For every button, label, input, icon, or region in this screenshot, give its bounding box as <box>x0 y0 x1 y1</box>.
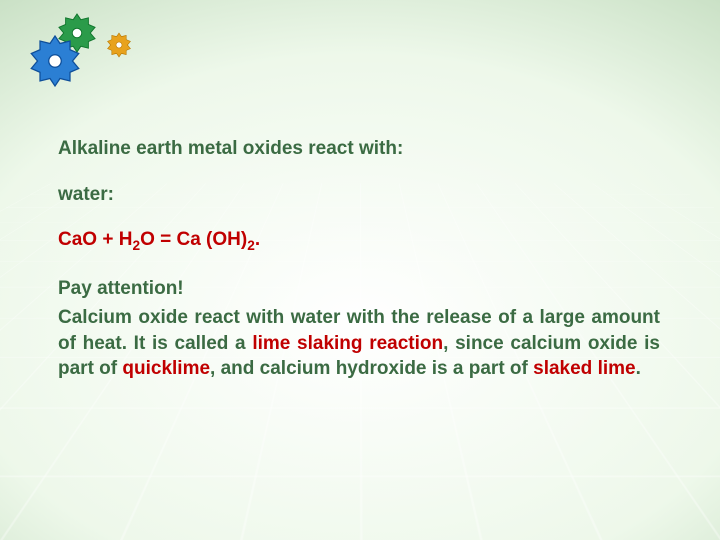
gear-blue-icon <box>26 32 84 90</box>
explanation-paragraph: Calcium oxide react with water with the … <box>58 305 660 382</box>
gear-orange-icon <box>105 31 133 59</box>
para-highlight: lime slaking reaction <box>252 333 443 354</box>
para-highlight: slaked lime <box>533 358 635 379</box>
eq-part: CaO + H <box>58 229 132 250</box>
eq-sub: 2 <box>132 238 140 253</box>
water-line: water: <box>58 182 660 208</box>
eq-part: . <box>255 229 260 250</box>
equation: CaO + H2O = Ca (OH)2. <box>58 227 660 255</box>
attention-heading: Pay attention! <box>58 276 660 302</box>
para-text: . <box>636 358 641 379</box>
gear-decoration <box>20 4 150 104</box>
eq-part: O = Ca (OH) <box>140 229 247 250</box>
para-highlight: quicklime <box>122 358 210 379</box>
eq-sub: 2 <box>247 238 255 253</box>
intro-line: Alkaline earth metal oxides react with: <box>58 136 660 162</box>
slide-body: Alkaline earth metal oxides react with: … <box>58 136 660 402</box>
slide: Alkaline earth metal oxides react with: … <box>0 0 720 540</box>
para-text: , and calcium hydroxide is a part of <box>210 358 533 379</box>
